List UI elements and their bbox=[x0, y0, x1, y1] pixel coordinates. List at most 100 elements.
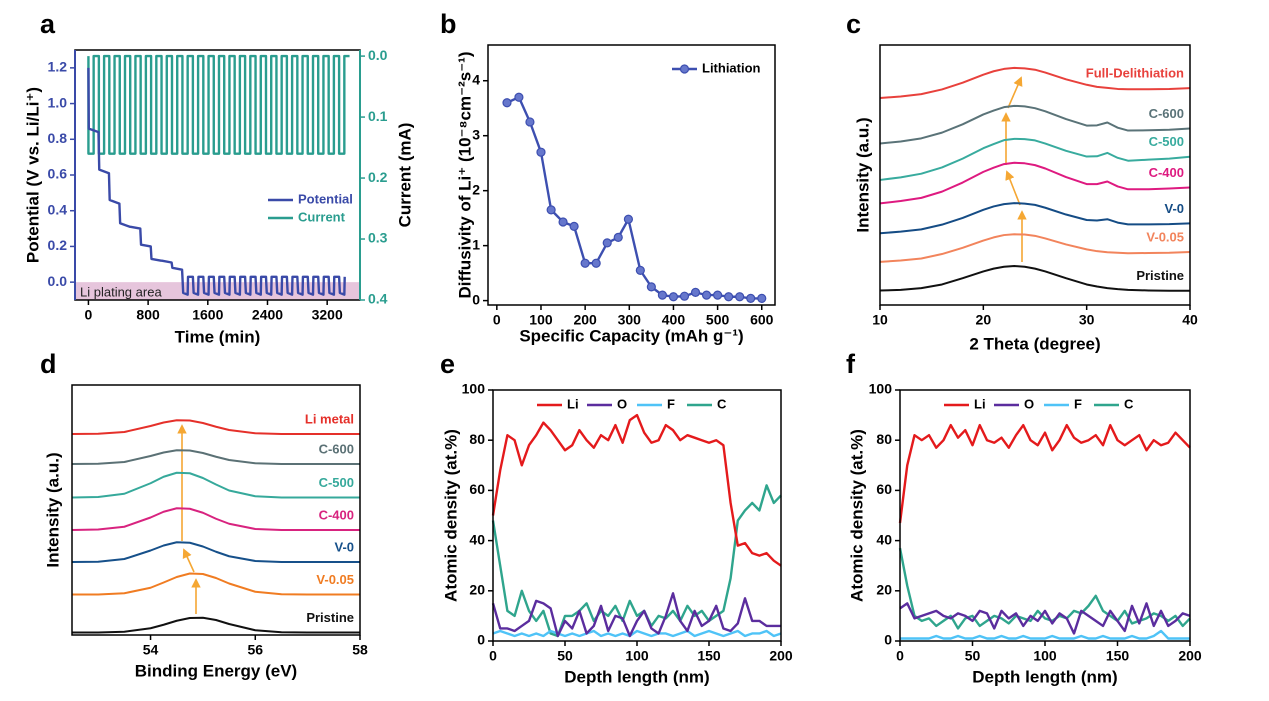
y-tick-label: 0.0 bbox=[48, 273, 68, 289]
y-tick-label: 2 bbox=[472, 181, 480, 197]
legend-label: C bbox=[1124, 396, 1134, 411]
y-tick-label: 0.6 bbox=[48, 166, 68, 182]
series-line bbox=[71, 507, 360, 531]
point bbox=[502, 98, 512, 108]
x-tick-label: 100 bbox=[1033, 648, 1057, 664]
plot-frame bbox=[487, 44, 776, 306]
y-tick-label: 60 bbox=[469, 481, 485, 497]
y2-tick-label: 0.4 bbox=[368, 291, 388, 307]
y-tick-label: 80 bbox=[469, 431, 485, 447]
y-tick-label: 4 bbox=[472, 71, 480, 87]
x-axis-label: Depth length (nm) bbox=[564, 667, 709, 686]
series-line bbox=[492, 629, 782, 638]
x-tick-label: 300 bbox=[618, 312, 642, 328]
point bbox=[724, 292, 734, 302]
series-line bbox=[879, 66, 1191, 100]
x-axis-label: Time (min) bbox=[175, 327, 261, 346]
plating-area bbox=[75, 282, 360, 300]
series-line bbox=[72, 616, 360, 634]
point bbox=[679, 291, 690, 301]
series-label: V-0.05 bbox=[1146, 229, 1184, 244]
y-tick-label: 0.4 bbox=[48, 201, 68, 217]
x-tick-label: 0 bbox=[489, 648, 497, 664]
y-axis-label: Atomic density (at.%) bbox=[441, 429, 460, 602]
series-label: Pristine bbox=[1136, 268, 1184, 283]
panel-letter: b bbox=[440, 9, 457, 39]
point bbox=[657, 290, 668, 300]
x-axis-label: Depth length (nm) bbox=[972, 667, 1117, 686]
panel-letter: c bbox=[846, 9, 861, 39]
x-tick-label: 50 bbox=[557, 648, 573, 664]
legend-label: O bbox=[1024, 396, 1034, 411]
series-line bbox=[87, 54, 350, 155]
legend-label: Lithiation bbox=[702, 60, 761, 75]
y2-tick-label: 0.3 bbox=[368, 230, 388, 246]
x-axis-label: Binding Energy (eV) bbox=[135, 661, 297, 680]
y-tick-label: 1 bbox=[472, 236, 480, 252]
point bbox=[613, 232, 623, 242]
series-label: C-500 bbox=[319, 475, 354, 490]
point bbox=[546, 205, 556, 215]
point bbox=[746, 293, 756, 304]
series-line bbox=[72, 572, 360, 596]
x-tick-label: 54 bbox=[143, 642, 159, 658]
y-tick-label: 0.8 bbox=[48, 130, 68, 146]
series-label: C-400 bbox=[319, 507, 354, 522]
annotation: Li plating area bbox=[80, 284, 162, 299]
series-label: C-600 bbox=[1149, 106, 1184, 121]
legend-marker bbox=[679, 64, 690, 74]
y-axis-label: Atomic density (at.%) bbox=[847, 429, 866, 602]
y-tick-label: 0 bbox=[472, 291, 480, 307]
legend-label: Potential bbox=[298, 191, 353, 206]
series-label: V-0.05 bbox=[316, 572, 354, 587]
x-tick-label: 1600 bbox=[192, 307, 223, 323]
series-line bbox=[879, 137, 1191, 181]
point bbox=[712, 290, 723, 300]
y2-axis-label: Current (mA) bbox=[395, 123, 414, 228]
x-tick-label: 200 bbox=[573, 312, 597, 328]
point bbox=[668, 292, 679, 302]
series-line bbox=[879, 265, 1190, 292]
x-axis-label: Specific Capacity (mAh g⁻¹) bbox=[519, 326, 743, 345]
x-tick-label: 600 bbox=[750, 312, 774, 328]
x-tick-label: 20 bbox=[976, 312, 992, 328]
y-tick-label: 0 bbox=[884, 632, 892, 648]
x-tick-label: 150 bbox=[697, 648, 721, 664]
point bbox=[602, 238, 612, 248]
y-tick-label: 40 bbox=[469, 531, 485, 547]
x-tick-label: 30 bbox=[1079, 312, 1095, 328]
series-line bbox=[87, 67, 346, 296]
series-line bbox=[491, 484, 782, 638]
plot-frame bbox=[879, 44, 1191, 306]
y-tick-label: 1.0 bbox=[48, 94, 68, 110]
y2-tick-label: 0.2 bbox=[368, 169, 388, 185]
point bbox=[569, 221, 579, 231]
y-tick-label: 100 bbox=[869, 381, 893, 397]
y-tick-label: 1.2 bbox=[48, 59, 68, 75]
y-tick-label: 3 bbox=[472, 126, 480, 142]
x-tick-label: 500 bbox=[706, 312, 730, 328]
x-tick-label: 200 bbox=[769, 648, 793, 664]
x-tick-label: 100 bbox=[529, 312, 553, 328]
series-label: C-400 bbox=[1149, 165, 1184, 180]
series-line bbox=[879, 233, 1191, 263]
panel-letter: f bbox=[846, 349, 856, 379]
panel-letter: a bbox=[40, 9, 56, 39]
y-tick-label: 100 bbox=[462, 381, 486, 397]
series-line bbox=[71, 419, 360, 435]
point bbox=[514, 92, 524, 102]
x-tick-label: 56 bbox=[247, 642, 263, 658]
y-tick-label: 80 bbox=[876, 431, 892, 447]
x-tick-label: 50 bbox=[965, 648, 981, 664]
panel-letter: d bbox=[40, 349, 57, 379]
legend-label: Li bbox=[567, 396, 579, 411]
y-tick-label: 0 bbox=[477, 632, 485, 648]
point bbox=[525, 117, 535, 127]
arrow bbox=[1007, 76, 1023, 109]
y-axis-label: Diffusivity of Li⁺ (10⁻⁸cm⁻²s⁻¹) bbox=[455, 51, 474, 298]
y-tick-label: 40 bbox=[876, 531, 892, 547]
y-axis-label: Intensity (a.u.) bbox=[43, 452, 62, 567]
x-axis-label: 2 Theta (degree) bbox=[969, 334, 1100, 353]
series-label: V-0 bbox=[334, 539, 354, 554]
series-label: Pristine bbox=[306, 610, 354, 625]
